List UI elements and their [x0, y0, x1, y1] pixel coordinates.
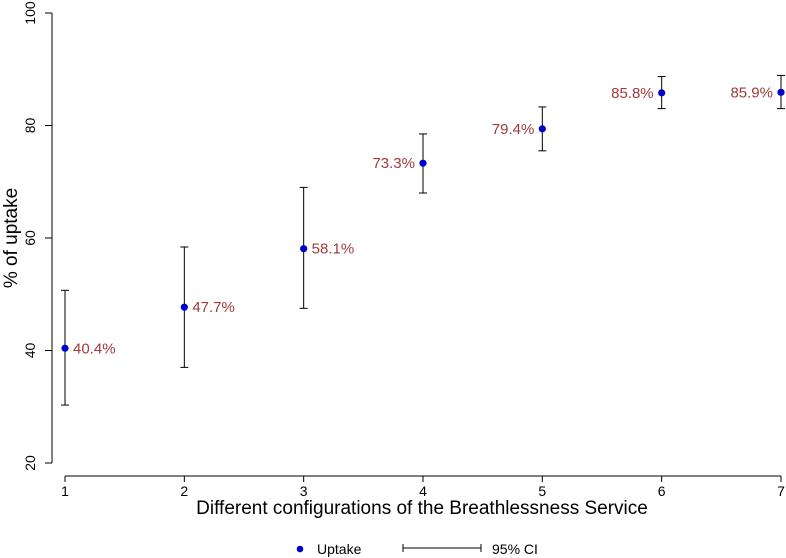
data-label: 85.8% — [611, 85, 654, 102]
data-label: 58.1% — [312, 241, 355, 258]
data-label: 85.9% — [730, 84, 773, 101]
legend: Uptake 95% CI — [296, 541, 538, 557]
x-tick-label: 4 — [419, 483, 427, 499]
axes: 20 40 60 80 100 1 2 3 4 5 6 7 Different configuratio… — [1, 1, 785, 519]
data-point — [419, 159, 427, 167]
data-point — [538, 125, 546, 133]
data-point — [180, 303, 188, 311]
y-tick-label: 20 — [22, 455, 38, 471]
x-tick-label: 7 — [777, 483, 785, 499]
x-tick-label: 5 — [538, 483, 546, 499]
y-tick-label: 40 — [22, 343, 38, 359]
x-tick-label: 2 — [180, 483, 188, 499]
y-tick-label: 100 — [22, 1, 38, 25]
x-tick-label: 3 — [300, 483, 308, 499]
data-point — [777, 88, 785, 96]
data-marks: 40.4% 47.7% 58.1% 73.3% 79.4% 85.8% 85.9% — [61, 74, 785, 406]
legend-point-label: Uptake — [317, 541, 362, 557]
data-label: 47.7% — [192, 299, 235, 316]
legend-ci-label: 95% CI — [492, 541, 538, 557]
x-axis-title: Different configurations of the Breathle… — [196, 498, 648, 519]
x-tick-label: 6 — [658, 483, 666, 499]
data-point — [300, 245, 308, 253]
data-point — [658, 89, 666, 97]
data-label: 40.4% — [73, 340, 116, 357]
y-tick-label: 60 — [22, 230, 38, 246]
data-label: 73.3% — [372, 155, 415, 172]
y-tick-label: 80 — [22, 118, 38, 134]
data-point — [61, 344, 69, 352]
y-axis-title: % of uptake — [1, 188, 22, 288]
x-tick-label: 1 — [61, 483, 69, 499]
legend-point-marker — [296, 545, 304, 553]
data-label: 79.4% — [492, 121, 535, 138]
